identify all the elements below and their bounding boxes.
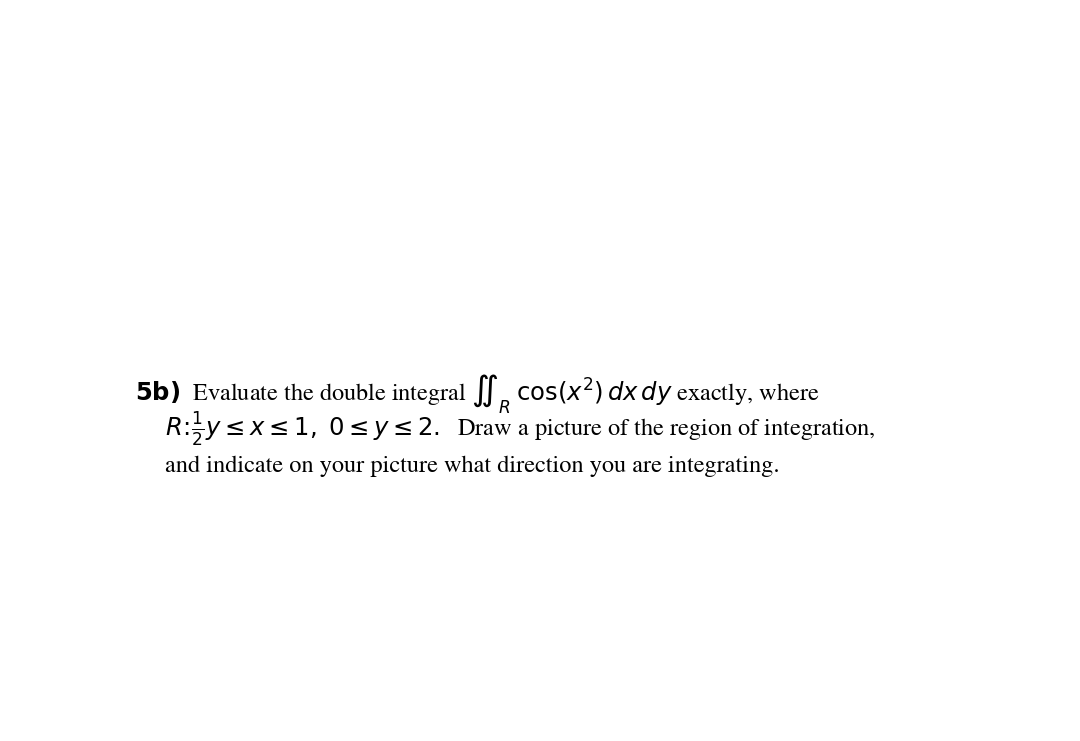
Text: $\mathbf{5b)}$  Evaluate the double integral $\iint_{R}$ $\cos(x^2)\,dx\,dy$ exa: $\mathbf{5b)}$ Evaluate the double integ… [135,372,820,416]
Text: and indicate on your picture what direction you are integrating.: and indicate on your picture what direct… [165,456,780,477]
Text: $R\!:\!\frac{1}{2}y \leq x \leq 1,\;0 \leq y \leq 2.$  Draw a picture of the reg: $R\!:\!\frac{1}{2}y \leq x \leq 1,\;0 \l… [165,411,876,448]
